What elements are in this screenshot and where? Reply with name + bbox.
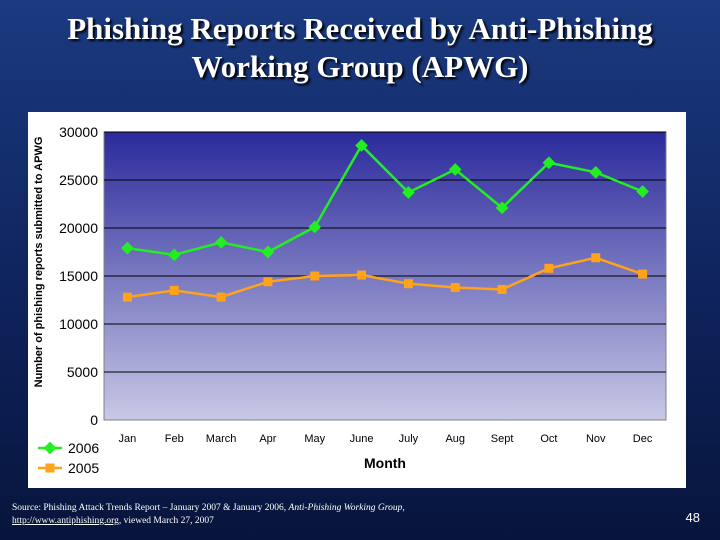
y-tick-label: 10000 xyxy=(59,316,98,332)
x-tick-label: Feb xyxy=(165,433,184,445)
data-point[interactable] xyxy=(357,270,367,280)
series-line xyxy=(127,143,644,257)
slide-title-line1: Phishing Reports Received by Anti-Phishi… xyxy=(67,11,653,46)
data-point[interactable] xyxy=(261,245,275,259)
y-tick-label: 30000 xyxy=(59,124,98,140)
legend-label-2005: 2005 xyxy=(68,460,99,476)
y-tick-label: 25000 xyxy=(59,172,98,188)
data-point[interactable] xyxy=(497,284,507,294)
x-tick-label: Jan xyxy=(119,433,137,445)
legend-item-2006[interactable]: 2006 xyxy=(38,440,99,456)
legend-label-2006: 2006 xyxy=(68,440,99,456)
x-tick-label: May xyxy=(304,433,325,445)
x-tick-label: Aug xyxy=(445,433,465,445)
source-suffix: , viewed March 27, 2007 xyxy=(118,516,214,526)
source-org: Anti-Phishing Working Group xyxy=(288,503,403,513)
page-number: 48 xyxy=(685,510,700,525)
data-point[interactable] xyxy=(216,292,226,302)
data-point[interactable] xyxy=(167,248,181,262)
x-tick-label: March xyxy=(206,433,237,445)
data-point[interactable] xyxy=(591,253,601,263)
x-tick-label: June xyxy=(350,433,374,445)
y-tick-label: 20000 xyxy=(59,220,98,236)
y-tick-label: 5000 xyxy=(67,364,98,380)
x-tick-label: Dec xyxy=(633,433,653,445)
data-point[interactable] xyxy=(310,271,320,281)
chart-frame: 0 5000 10000 15000 20000 25000 30000 Jan Feb Mar… xyxy=(28,112,686,488)
data-point[interactable] xyxy=(544,263,554,273)
data-point[interactable] xyxy=(638,269,648,279)
source-citation: Source: Phishing Attack Trends Report – … xyxy=(12,502,572,528)
y-tick-label: 0 xyxy=(90,412,98,428)
series-line xyxy=(127,256,643,299)
y-axis-ticks: 0 5000 10000 15000 20000 25000 30000 xyxy=(59,124,98,428)
series-layer xyxy=(121,139,649,302)
gridlines xyxy=(104,131,666,421)
x-tick-label: Oct xyxy=(540,433,557,445)
series-2005 xyxy=(122,253,648,302)
slide-title: Phishing Reports Received by Anti-Phishi… xyxy=(40,10,680,86)
legend-marker-2006 xyxy=(43,441,57,455)
data-point[interactable] xyxy=(402,186,415,199)
legend-marker-2005 xyxy=(45,463,55,473)
y-axis-title: Number of phishing reports submitted to … xyxy=(33,137,45,388)
x-tick-label: Nov xyxy=(586,433,606,445)
source-prefix: Source: Phishing Attack Trends Report – … xyxy=(12,503,289,513)
data-point[interactable] xyxy=(263,277,273,287)
x-axis-ticks: Jan Feb March Apr May June July Aug Sept Oct Nov De… xyxy=(119,433,653,445)
x-tick-label: Sept xyxy=(491,433,514,445)
data-point[interactable] xyxy=(122,292,132,302)
data-point[interactable] xyxy=(355,139,368,152)
source-link[interactable]: http://www.antiphishing.org xyxy=(12,516,119,526)
data-point[interactable] xyxy=(308,220,322,234)
source-comma: , xyxy=(402,503,405,513)
data-point[interactable] xyxy=(121,241,134,255)
slide-title-line2: Working Group (APWG) xyxy=(191,49,529,84)
data-point[interactable] xyxy=(450,283,460,293)
legend-item-2005[interactable]: 2005 xyxy=(38,460,99,476)
series-2006 xyxy=(121,139,649,262)
data-point[interactable] xyxy=(403,279,413,289)
data-point[interactable] xyxy=(495,201,509,215)
line-chart: 0 5000 10000 15000 20000 25000 30000 Jan Feb Mar… xyxy=(33,124,667,476)
x-tick-label: Apr xyxy=(259,433,276,445)
legend: 2006 2005 xyxy=(38,440,99,476)
y-tick-label: 15000 xyxy=(59,268,98,284)
x-axis-title: Month xyxy=(364,455,406,471)
data-point[interactable] xyxy=(169,285,179,295)
x-tick-label: July xyxy=(399,433,419,445)
